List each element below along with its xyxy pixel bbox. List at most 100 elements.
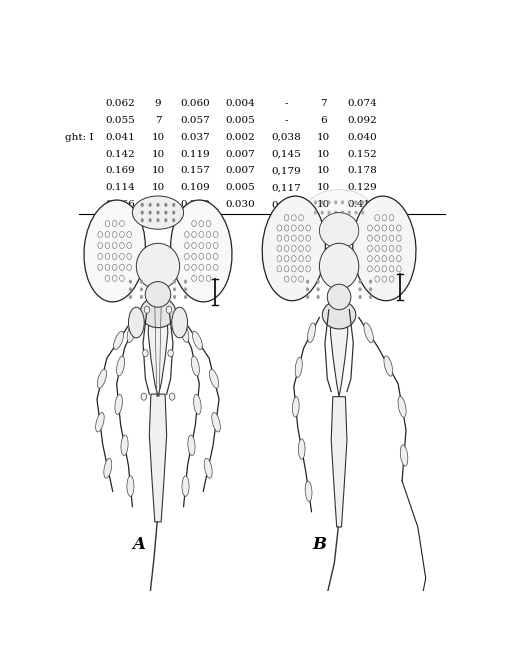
Ellipse shape — [84, 200, 145, 302]
Circle shape — [361, 210, 364, 214]
Text: -: - — [284, 116, 288, 125]
Ellipse shape — [209, 369, 219, 388]
Text: 0,179: 0,179 — [271, 167, 301, 175]
Circle shape — [359, 295, 362, 299]
Ellipse shape — [129, 307, 144, 338]
Circle shape — [334, 210, 337, 214]
Circle shape — [164, 203, 168, 207]
Text: 0.415: 0.415 — [348, 200, 377, 209]
Circle shape — [361, 201, 364, 205]
Circle shape — [141, 203, 144, 207]
Text: 0.005: 0.005 — [226, 116, 256, 125]
Ellipse shape — [188, 435, 195, 456]
Text: 7: 7 — [154, 116, 162, 125]
Text: 0.152: 0.152 — [348, 149, 377, 159]
Text: 10: 10 — [151, 167, 165, 175]
Text: 0.007: 0.007 — [226, 167, 256, 175]
Text: 0,038: 0,038 — [271, 133, 301, 141]
Text: 0.060: 0.060 — [180, 99, 210, 108]
Ellipse shape — [262, 196, 326, 301]
Text: 0,030: 0,030 — [271, 200, 301, 209]
Ellipse shape — [212, 412, 220, 432]
Text: B: B — [312, 537, 327, 554]
Ellipse shape — [121, 435, 128, 456]
Ellipse shape — [96, 412, 104, 432]
Text: 9: 9 — [154, 99, 162, 108]
Circle shape — [172, 218, 175, 222]
Text: 0.057: 0.057 — [180, 116, 210, 125]
Ellipse shape — [398, 396, 406, 418]
Circle shape — [369, 288, 372, 291]
Text: 10: 10 — [316, 167, 330, 175]
Circle shape — [148, 210, 152, 214]
Circle shape — [306, 288, 309, 291]
Ellipse shape — [180, 323, 189, 343]
Text: 0.114: 0.114 — [106, 183, 136, 193]
Circle shape — [173, 295, 176, 299]
Text: 10: 10 — [151, 200, 165, 209]
Ellipse shape — [307, 190, 370, 225]
Text: 0.030: 0.030 — [226, 200, 256, 209]
Circle shape — [316, 288, 320, 291]
Ellipse shape — [323, 301, 356, 329]
Text: ght: I: ght: I — [66, 133, 94, 141]
Circle shape — [347, 210, 351, 214]
Circle shape — [341, 210, 344, 214]
Text: 0.109: 0.109 — [180, 183, 210, 193]
Text: 6: 6 — [320, 116, 327, 125]
Text: 10: 10 — [151, 133, 165, 141]
Text: 0.157: 0.157 — [180, 167, 210, 175]
Ellipse shape — [305, 481, 312, 501]
Text: 10: 10 — [316, 149, 330, 159]
Circle shape — [156, 218, 160, 222]
Ellipse shape — [104, 458, 112, 478]
Ellipse shape — [327, 284, 351, 309]
Ellipse shape — [400, 445, 408, 466]
Circle shape — [141, 393, 147, 400]
Circle shape — [334, 201, 337, 205]
Circle shape — [355, 210, 358, 214]
Circle shape — [306, 295, 309, 299]
Text: 0.092: 0.092 — [348, 116, 377, 125]
Text: 0.040: 0.040 — [348, 133, 377, 141]
Circle shape — [172, 210, 175, 214]
Circle shape — [316, 295, 320, 299]
Ellipse shape — [127, 476, 134, 497]
Text: 7: 7 — [320, 99, 327, 108]
Circle shape — [355, 201, 358, 205]
Ellipse shape — [140, 297, 176, 327]
Circle shape — [129, 295, 132, 299]
Ellipse shape — [117, 356, 124, 376]
Text: 0.074: 0.074 — [348, 99, 377, 108]
Ellipse shape — [320, 212, 359, 248]
Circle shape — [172, 203, 175, 207]
Ellipse shape — [136, 243, 180, 290]
Ellipse shape — [320, 243, 359, 290]
Circle shape — [169, 393, 175, 400]
Circle shape — [321, 201, 324, 205]
Circle shape — [184, 295, 187, 299]
Text: 0.055: 0.055 — [106, 116, 136, 125]
Circle shape — [314, 201, 317, 205]
Ellipse shape — [115, 394, 122, 414]
Ellipse shape — [295, 357, 302, 377]
Circle shape — [359, 280, 362, 284]
Text: 0,145: 0,145 — [271, 149, 301, 159]
Circle shape — [164, 210, 168, 214]
Circle shape — [184, 288, 187, 291]
Circle shape — [369, 280, 372, 284]
Text: 0.142: 0.142 — [106, 149, 136, 159]
Circle shape — [140, 280, 143, 284]
Ellipse shape — [353, 196, 416, 301]
Circle shape — [306, 280, 309, 284]
Text: 0.338: 0.338 — [180, 200, 210, 209]
Circle shape — [156, 203, 160, 207]
Text: 10: 10 — [151, 149, 165, 159]
Text: 10: 10 — [316, 133, 330, 141]
Text: 0.004: 0.004 — [226, 99, 256, 108]
Circle shape — [347, 201, 351, 205]
Circle shape — [148, 218, 152, 222]
Ellipse shape — [298, 439, 305, 459]
Circle shape — [143, 350, 148, 357]
Ellipse shape — [171, 200, 232, 302]
